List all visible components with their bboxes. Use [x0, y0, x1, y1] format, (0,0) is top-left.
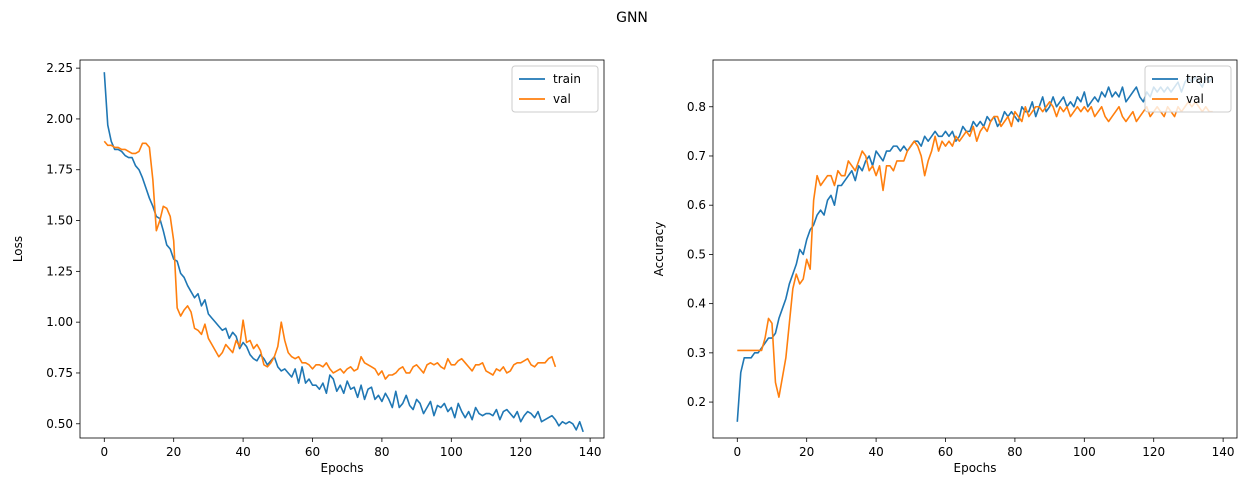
y-tick-label: 0.8 [687, 100, 706, 114]
x-tick-label: 20 [799, 445, 814, 459]
x-tick-label: 140 [579, 445, 602, 459]
y-axis-label: Accuracy [652, 222, 666, 277]
x-axis-label: Epochs [321, 461, 364, 475]
y-axis-label: Loss [11, 236, 25, 262]
y-tick-label: 0.2 [687, 395, 706, 409]
legend-label-train: train [1186, 72, 1214, 86]
x-tick-label: 80 [1007, 445, 1022, 459]
y-tick-label: 0.6 [687, 198, 706, 212]
series-line-train [736, 76, 1214, 422]
y-tick-label: 2.00 [46, 112, 73, 126]
y-tick-label: 0.50 [46, 417, 73, 431]
y-tick-label: 0.75 [46, 366, 73, 380]
x-tick-label: 40 [868, 445, 883, 459]
x-tick-label: 0 [733, 445, 741, 459]
y-tick-label: 0.4 [687, 297, 706, 311]
x-tick-label: 0 [100, 445, 108, 459]
x-tick-label: 80 [374, 445, 389, 459]
series-line-val [103, 140, 557, 380]
x-tick-label: 120 [509, 445, 532, 459]
legend-box [511, 65, 599, 113]
y-tick-label: 0.3 [687, 346, 706, 360]
legend-label-val: val [553, 92, 571, 106]
series-line-val [737, 101, 1213, 398]
x-tick-label: 140 [1212, 445, 1235, 459]
x-axis-label: Epochs [954, 461, 997, 475]
plot-frame [79, 59, 605, 439]
y-tick-label: 0.5 [687, 247, 706, 261]
y-tick-label: 1.00 [46, 315, 73, 329]
loss-chart: 0 20 40 60 80 100 120 140 0.50 0.75 1.00 1.25 1.50 1.… [11, 59, 605, 475]
legend-box [1144, 65, 1232, 113]
x-tick-label: 120 [1142, 445, 1165, 459]
x-tick-label: 60 [938, 445, 953, 459]
y-tick-label: 0.7 [687, 149, 706, 163]
x-tick-label: 60 [305, 445, 320, 459]
x-tick-label: 20 [166, 445, 181, 459]
figure-title: GNN [616, 10, 648, 26]
y-tick-label: 2.25 [46, 61, 73, 75]
legend-label-val: val [1186, 92, 1204, 106]
y-tick-label: 1.75 [46, 163, 73, 177]
y-tick-label: 1.25 [46, 264, 73, 278]
legend-label-train: train [553, 72, 581, 86]
x-tick-label: 40 [235, 445, 250, 459]
y-tick-label: 1.50 [46, 214, 73, 228]
x-tick-label: 100 [440, 445, 463, 459]
plot-frame [712, 59, 1238, 439]
x-tick-label: 100 [1073, 445, 1096, 459]
series-line-train [103, 72, 584, 433]
accuracy-chart: 0 20 40 60 80 100 120 140 0.2 0.3 0.4 0.5 0.6 0.7 0.8 E… [652, 59, 1238, 475]
